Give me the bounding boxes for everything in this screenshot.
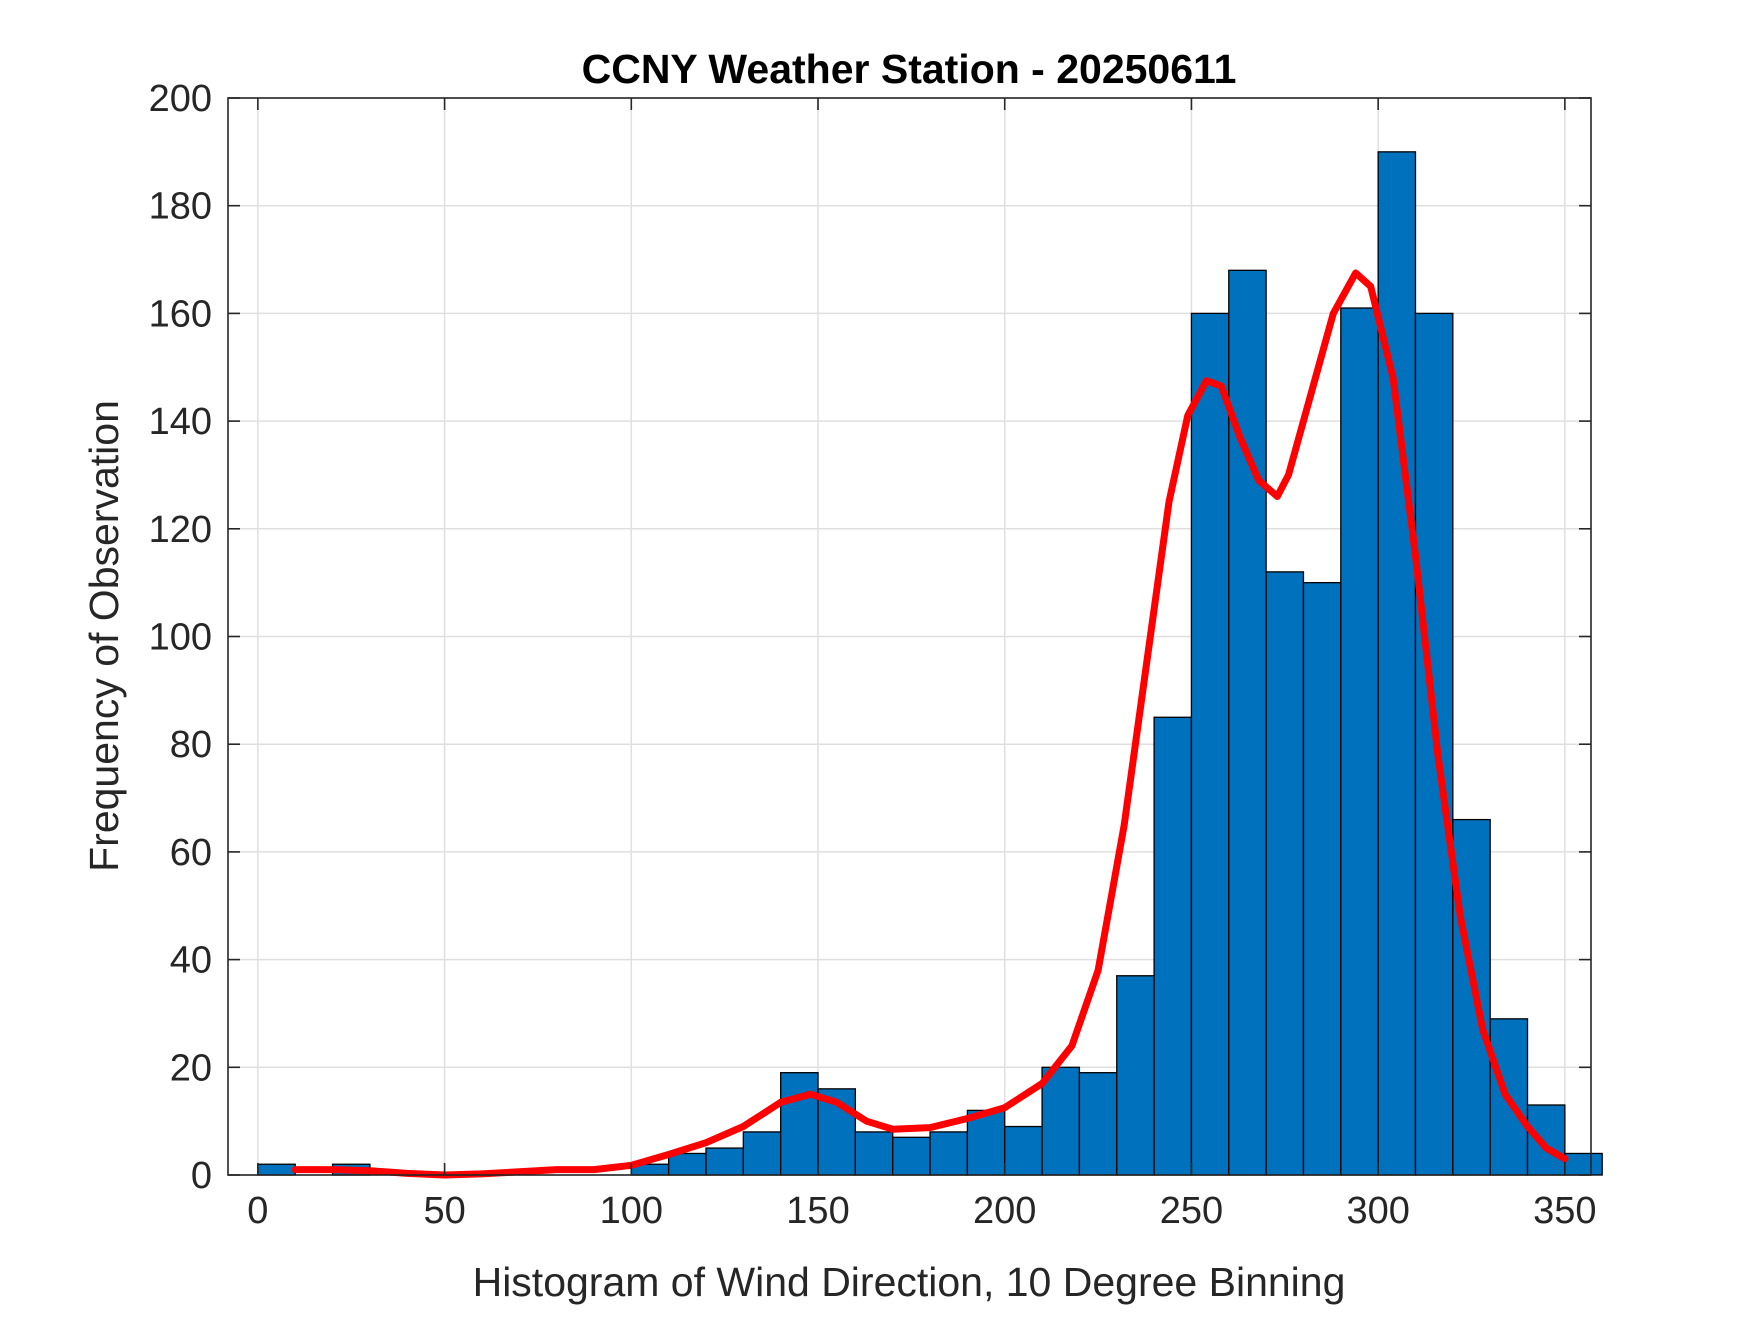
histogram-bar xyxy=(780,1072,819,1176)
histogram-bar xyxy=(667,1152,707,1176)
histogram-bar xyxy=(1116,975,1155,1176)
histogram-bar xyxy=(1377,151,1417,1176)
x-tick-label: 300 xyxy=(1346,1190,1409,1232)
y-tick-label: 200 xyxy=(149,78,212,120)
histogram-bar xyxy=(1078,1072,1118,1176)
histogram-bar xyxy=(1004,1125,1043,1176)
y-tick-label: 120 xyxy=(149,509,212,551)
density-curve-layer xyxy=(291,269,1569,1179)
histogram-bar xyxy=(257,1163,296,1176)
y-tick-label: 40 xyxy=(170,940,212,982)
histogram-bar xyxy=(1452,818,1491,1176)
histogram-bar xyxy=(1228,269,1267,1176)
x-tick-label: 250 xyxy=(1160,1190,1223,1232)
histogram-bar xyxy=(1190,312,1230,1176)
chart-title: CCNY Weather Station - 20250611 xyxy=(582,46,1237,92)
y-tick-label: 20 xyxy=(170,1047,212,1089)
y-tick-label: 160 xyxy=(149,293,212,335)
y-tick-label: 100 xyxy=(149,617,212,659)
tick-marks-and-labels: 0 50 100 150 200 250 300 350 0 20 40 60 80 100 120 140 1… xyxy=(149,78,1597,1232)
histogram-bar xyxy=(1265,571,1305,1176)
y-tick-label: 0 xyxy=(191,1155,212,1197)
x-tick-label: 50 xyxy=(423,1190,465,1232)
y-tick-label: 60 xyxy=(170,832,212,874)
histogram-bar xyxy=(929,1131,969,1176)
y-tick-label: 180 xyxy=(149,186,212,228)
histogram-bar xyxy=(1526,1104,1566,1176)
x-tick-label: 200 xyxy=(973,1190,1036,1232)
x-tick-label: 0 xyxy=(247,1190,268,1232)
x-tick-label: 150 xyxy=(786,1190,849,1232)
histogram-bar xyxy=(1564,1152,1603,1176)
histogram-bar xyxy=(705,1147,744,1176)
y-tick-label: 80 xyxy=(170,724,212,766)
histogram-bar xyxy=(742,1131,782,1176)
histogram-bar xyxy=(1153,716,1193,1176)
histogram-bar xyxy=(1041,1066,1081,1176)
x-tick-label: 350 xyxy=(1533,1190,1596,1232)
density-curve xyxy=(291,269,1569,1179)
x-tick-label: 100 xyxy=(600,1190,663,1232)
histogram-bar xyxy=(854,1131,894,1176)
y-tick-label: 140 xyxy=(149,401,212,443)
histogram-bar xyxy=(966,1109,1006,1176)
y-axis-label: Frequency of Observation xyxy=(81,400,127,872)
histogram-bar xyxy=(892,1136,931,1176)
histogram-bar xyxy=(1302,582,1342,1176)
histogram-bar xyxy=(1340,307,1379,1176)
x-axis-label: Histogram of Wind Direction, 10 Degree B… xyxy=(473,1259,1346,1305)
